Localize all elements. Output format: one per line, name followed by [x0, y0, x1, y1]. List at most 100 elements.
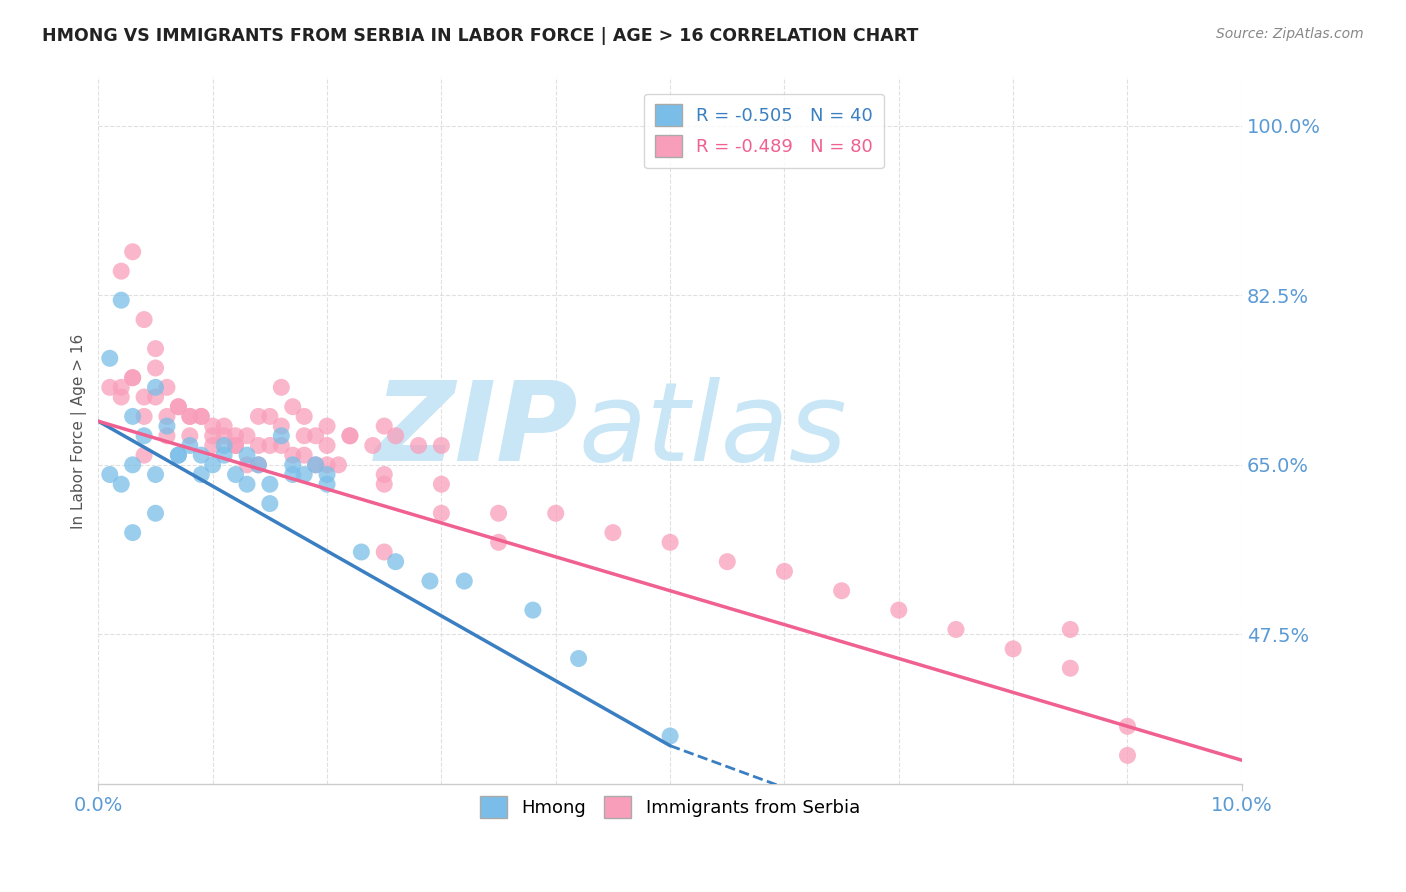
Point — [373, 477, 395, 491]
Point — [132, 448, 155, 462]
Point — [316, 477, 339, 491]
Point — [568, 651, 591, 665]
Point — [1116, 719, 1139, 733]
Point — [259, 438, 281, 452]
Point — [384, 429, 406, 443]
Point — [190, 467, 212, 482]
Point — [887, 603, 910, 617]
Point — [522, 603, 544, 617]
Point — [453, 574, 475, 588]
Point — [121, 409, 143, 424]
Point — [132, 390, 155, 404]
Text: ZIP: ZIP — [375, 377, 579, 484]
Point — [316, 467, 339, 482]
Point — [304, 429, 326, 443]
Point — [179, 409, 201, 424]
Point — [1059, 661, 1081, 675]
Point — [110, 264, 132, 278]
Point — [488, 535, 510, 549]
Point — [430, 477, 453, 491]
Point — [201, 419, 224, 434]
Point — [602, 525, 624, 540]
Point — [212, 438, 235, 452]
Point — [212, 419, 235, 434]
Point — [121, 370, 143, 384]
Point — [167, 400, 190, 414]
Point — [190, 448, 212, 462]
Point — [145, 380, 167, 394]
Point — [190, 409, 212, 424]
Point — [167, 400, 190, 414]
Point — [121, 458, 143, 472]
Point — [98, 467, 121, 482]
Point — [1002, 641, 1025, 656]
Point — [145, 467, 167, 482]
Point — [281, 458, 304, 472]
Point — [121, 370, 143, 384]
Text: HMONG VS IMMIGRANTS FROM SERBIA IN LABOR FORCE | AGE > 16 CORRELATION CHART: HMONG VS IMMIGRANTS FROM SERBIA IN LABOR… — [42, 27, 918, 45]
Point — [110, 293, 132, 308]
Point — [328, 458, 350, 472]
Point — [156, 380, 179, 394]
Point — [1116, 748, 1139, 763]
Point — [98, 351, 121, 366]
Point — [132, 312, 155, 326]
Point — [247, 409, 270, 424]
Point — [659, 535, 682, 549]
Point — [145, 361, 167, 376]
Point — [236, 477, 259, 491]
Point — [292, 429, 315, 443]
Point — [270, 429, 292, 443]
Point — [339, 429, 361, 443]
Point — [1059, 623, 1081, 637]
Point — [190, 409, 212, 424]
Point — [110, 390, 132, 404]
Point — [259, 477, 281, 491]
Point — [179, 409, 201, 424]
Point — [167, 448, 190, 462]
Point — [212, 429, 235, 443]
Point — [132, 409, 155, 424]
Point — [270, 380, 292, 394]
Point — [384, 555, 406, 569]
Point — [373, 419, 395, 434]
Point — [156, 429, 179, 443]
Point — [373, 467, 395, 482]
Y-axis label: In Labor Force | Age > 16: In Labor Force | Age > 16 — [72, 334, 87, 529]
Point — [316, 419, 339, 434]
Point — [304, 458, 326, 472]
Point — [110, 380, 132, 394]
Point — [225, 429, 247, 443]
Point — [236, 458, 259, 472]
Point — [292, 467, 315, 482]
Point — [201, 438, 224, 452]
Point — [145, 390, 167, 404]
Point — [350, 545, 373, 559]
Point — [259, 497, 281, 511]
Point — [247, 438, 270, 452]
Point — [121, 525, 143, 540]
Point — [179, 438, 201, 452]
Point — [156, 409, 179, 424]
Point — [281, 448, 304, 462]
Point — [212, 448, 235, 462]
Point — [167, 448, 190, 462]
Point — [716, 555, 738, 569]
Point — [831, 583, 853, 598]
Point — [145, 506, 167, 520]
Point — [945, 623, 967, 637]
Point — [339, 429, 361, 443]
Point — [110, 477, 132, 491]
Point — [316, 458, 339, 472]
Legend: Hmong, Immigrants from Serbia: Hmong, Immigrants from Serbia — [472, 789, 868, 825]
Point — [544, 506, 567, 520]
Point — [201, 458, 224, 472]
Point — [121, 244, 143, 259]
Point — [773, 565, 796, 579]
Point — [281, 467, 304, 482]
Point — [292, 409, 315, 424]
Point — [270, 438, 292, 452]
Point — [430, 438, 453, 452]
Point — [98, 380, 121, 394]
Point — [236, 448, 259, 462]
